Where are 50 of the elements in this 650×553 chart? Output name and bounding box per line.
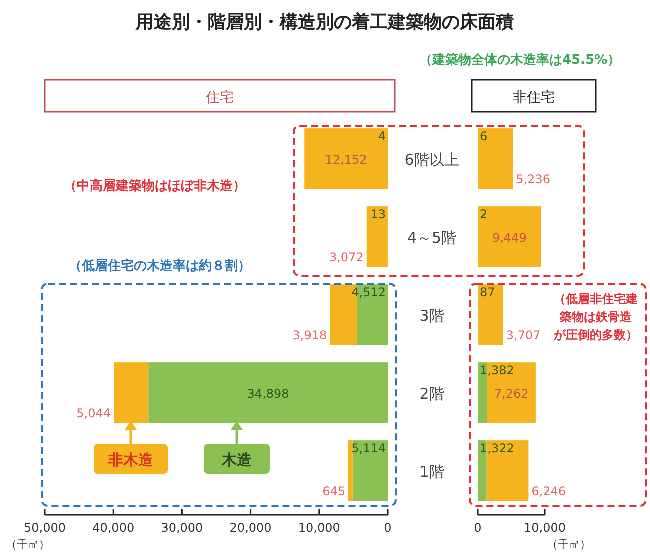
bar (348, 440, 353, 502)
y-tick-label: 3階 (420, 307, 444, 325)
data-label: 1,382 (480, 364, 514, 378)
bar (478, 128, 514, 190)
data-label: 1,322 (480, 442, 514, 456)
data-label: 3,072 (329, 250, 364, 264)
data-label: 3,918 (292, 328, 328, 342)
x-axis-title: （千㎡） (547, 538, 591, 551)
bar (148, 362, 388, 424)
data-label: 87 (480, 286, 496, 300)
y-tick-label: 4～5階 (407, 229, 457, 247)
data-label: 34,898 (247, 387, 290, 401)
data-label: 12,152 (325, 153, 368, 167)
bar (478, 284, 504, 346)
x-tick-label: 50,000 (24, 521, 66, 535)
text: （低層非住宅建築物は鉄骨造が圧倒的多数） (553, 292, 638, 342)
data-label: 6,246 (532, 484, 566, 498)
y-tick-label: 2階 (420, 385, 444, 403)
y-tick-label: 6階以上 (404, 151, 460, 169)
bar (114, 362, 149, 424)
x-axis-title: （千㎡） (6, 538, 50, 551)
data-label: 4 (378, 130, 386, 144)
x-tick-label: 0 (384, 521, 392, 535)
bar (478, 206, 542, 268)
bar (366, 206, 388, 268)
data-label: 9,449 (492, 231, 527, 245)
x-tick-label: 20,000 (230, 521, 272, 535)
bar (304, 128, 388, 190)
annotation: （低層住宅の木造率は約８割） (69, 258, 251, 274)
legend-label: 非木造 (108, 451, 154, 469)
data-label: 5,044 (76, 406, 111, 420)
data-label: 645 (322, 484, 346, 498)
chart-title: 非住宅 (513, 90, 555, 106)
data-label: 3,707 (506, 328, 541, 342)
x-tick-label: 40,000 (92, 521, 135, 535)
chart-title: 用途別・階層別・構造別の着工建築物の床面積 (135, 12, 514, 33)
data-label: 7,262 (494, 387, 529, 401)
legend-label: 木造 (221, 451, 253, 469)
y-tick-label: 1階 (420, 463, 444, 481)
annotation: （中高層建築物はほぼ非木造） (64, 178, 246, 194)
data-label: 13 (370, 208, 386, 222)
x-tick-label: 0 (474, 521, 482, 535)
text: （建築物全体の木造率は45.5%） (419, 52, 621, 68)
x-tick-label: 10,000 (298, 521, 340, 535)
data-label: 6 (480, 130, 488, 144)
x-tick-label: 30,000 (161, 521, 204, 535)
data-label: 5,236 (516, 172, 550, 186)
chart-subtitle: 住宅 (205, 90, 234, 106)
data-label: 2 (480, 208, 488, 222)
x-tick-label: 10,000 (524, 521, 566, 535)
